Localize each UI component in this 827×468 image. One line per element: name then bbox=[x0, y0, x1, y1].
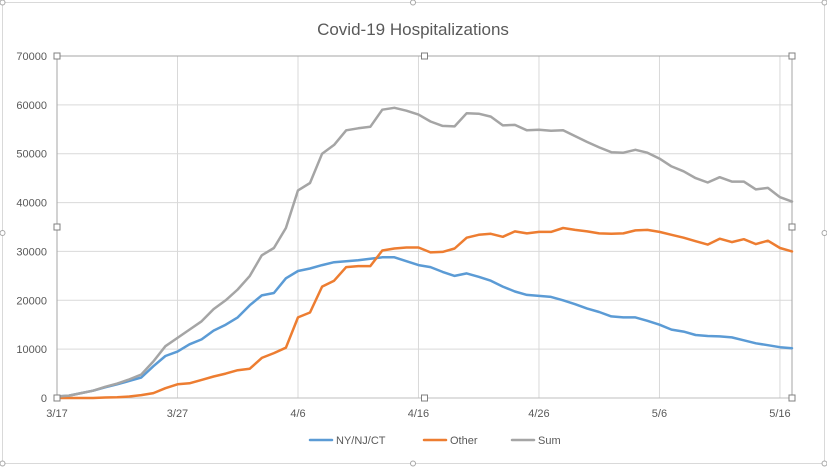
y-tick-label: 10000 bbox=[16, 344, 47, 356]
x-tick-label: 3/27 bbox=[167, 408, 188, 420]
y-tick-label: 20000 bbox=[16, 295, 47, 307]
y-tick-label: 70000 bbox=[16, 51, 47, 63]
chart-resize-handle[interactable] bbox=[410, 460, 416, 467]
y-tick-label: 40000 bbox=[16, 198, 47, 210]
y-tick-label: 60000 bbox=[16, 100, 47, 112]
plot-resize-handle[interactable] bbox=[53, 394, 61, 402]
plot-resize-handle[interactable] bbox=[788, 223, 796, 231]
legend: NY/NJ/CT Other Sum bbox=[308, 435, 561, 447]
y-tick-label: 0 bbox=[41, 393, 47, 405]
series-group bbox=[55, 106, 794, 400]
plot-resize-handle[interactable] bbox=[53, 223, 61, 231]
x-tick-label: 5/16 bbox=[769, 408, 790, 420]
chart-resize-handle[interactable] bbox=[821, 230, 827, 236]
x-axis: 3/17 3/27 4/6 4/16 4/26 5/6 5/16 bbox=[46, 397, 792, 420]
legend-label: Other bbox=[450, 435, 478, 447]
series-line-other bbox=[55, 226, 794, 400]
gridlines bbox=[56, 55, 792, 399]
plot-resize-handle[interactable] bbox=[788, 394, 796, 402]
plot-resize-handle[interactable] bbox=[421, 394, 428, 402]
series-line-sum bbox=[55, 106, 794, 398]
series-line-ny-nj-ct bbox=[55, 256, 794, 398]
x-tick-label: 4/26 bbox=[528, 408, 549, 420]
chart-resize-handle[interactable] bbox=[821, 0, 827, 6]
chart-resize-handle[interactable] bbox=[0, 460, 6, 467]
plot-resize-handle[interactable] bbox=[53, 52, 61, 60]
chart-title: Covid-19 Hospitalizations bbox=[317, 20, 509, 39]
chart-resize-handle[interactable] bbox=[410, 0, 416, 6]
chart-resize-handle[interactable] bbox=[821, 460, 827, 467]
chart-resize-handle[interactable] bbox=[0, 0, 6, 6]
y-tick-label: 50000 bbox=[16, 149, 47, 161]
x-tick-label: 4/16 bbox=[408, 408, 429, 420]
x-tick-label: 3/17 bbox=[46, 408, 67, 420]
plot-resize-handle[interactable] bbox=[788, 52, 796, 60]
x-tick-label: 4/6 bbox=[290, 408, 305, 420]
chart-resize-handle[interactable] bbox=[0, 230, 6, 236]
legend-label: Sum bbox=[538, 435, 561, 447]
legend-label: NY/NJ/CT bbox=[336, 435, 386, 447]
x-tick-label: 5/6 bbox=[652, 408, 667, 420]
y-axis: 0 10000 20000 30000 40000 50000 60000 70000 bbox=[16, 51, 47, 405]
plot-resize-handle[interactable] bbox=[421, 52, 428, 60]
y-tick-label: 30000 bbox=[16, 246, 47, 258]
